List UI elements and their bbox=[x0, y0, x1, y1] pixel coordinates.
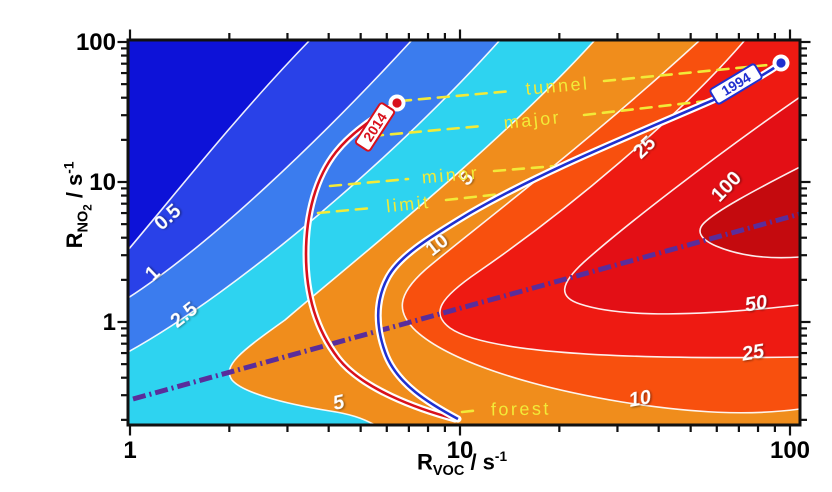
y-axis-title: RNO2 / s-1 bbox=[62, 162, 95, 249]
contour-label-50: 50 bbox=[743, 291, 768, 316]
y-tick-label: 1 bbox=[103, 309, 116, 336]
scenario-line-limit bbox=[444, 191, 512, 202]
scenario-label-minor: minor bbox=[421, 163, 480, 188]
contour-band-100 bbox=[700, 167, 800, 258]
contour-line-100 bbox=[699, 166, 800, 259]
contour-line-25 bbox=[439, 40, 800, 359]
x-axis-title: RVOC / s-1 bbox=[417, 449, 507, 479]
contour-line-5 bbox=[228, 40, 596, 425]
x-axis-subscript: VOC bbox=[432, 462, 465, 479]
contour-label-25: 25 bbox=[739, 340, 766, 366]
year-label-box-1994 bbox=[709, 63, 763, 105]
y-axis-subscript: NO bbox=[75, 210, 92, 233]
scenario-label-limit: limit bbox=[385, 192, 431, 217]
scenario-line-tunnel bbox=[398, 89, 514, 103]
y-axis-exponent: -1 bbox=[61, 161, 77, 174]
trajectory-2014 bbox=[304, 103, 456, 421]
contour-line-1 bbox=[128, 40, 413, 299]
scenario-line-major bbox=[370, 124, 484, 138]
x-tick-label: 100 bbox=[770, 437, 810, 464]
trajectory-1994 bbox=[376, 62, 781, 421]
scenario-line-minor bbox=[492, 164, 558, 173]
plot-area bbox=[128, 40, 800, 425]
x-axis-symbol: R bbox=[416, 449, 433, 475]
contour-label-10: 10 bbox=[627, 386, 653, 412]
y-axis-units: / s bbox=[62, 173, 88, 205]
axis-ticks bbox=[117, 29, 811, 436]
plot-frame bbox=[126, 38, 802, 427]
x-axis-units: / s bbox=[464, 449, 495, 475]
contour-line-0.5 bbox=[128, 40, 311, 251]
contour-line-10 bbox=[401, 40, 800, 414]
scenario-line-tunnel bbox=[602, 63, 770, 83]
ridge-line bbox=[132, 211, 800, 402]
y-tick-label: 10 bbox=[89, 169, 116, 196]
endpoint-dot-2014 bbox=[392, 98, 402, 108]
x-tick-label: 10 bbox=[447, 437, 474, 464]
endpoint-dot-1994 bbox=[776, 58, 786, 68]
scenario-line-forest bbox=[460, 408, 482, 414]
x-tick-label: 1 bbox=[123, 437, 136, 464]
contour-band-50 bbox=[564, 97, 800, 314]
scenario-line-major bbox=[582, 99, 708, 117]
y-axis-symbol: R bbox=[62, 232, 88, 249]
scenario-line-limit bbox=[316, 206, 374, 215]
year-label-box-2014 bbox=[354, 102, 396, 152]
scenario-label-forest: forest bbox=[491, 398, 551, 419]
x-axis-exponent: -1 bbox=[494, 449, 508, 465]
y-tick-label: 100 bbox=[76, 29, 116, 56]
y-axis-subsubscript: 2 bbox=[81, 204, 95, 211]
contour-line-50 bbox=[563, 96, 800, 315]
contour-line-2.5 bbox=[128, 40, 501, 353]
scenario-line-minor bbox=[328, 177, 410, 188]
